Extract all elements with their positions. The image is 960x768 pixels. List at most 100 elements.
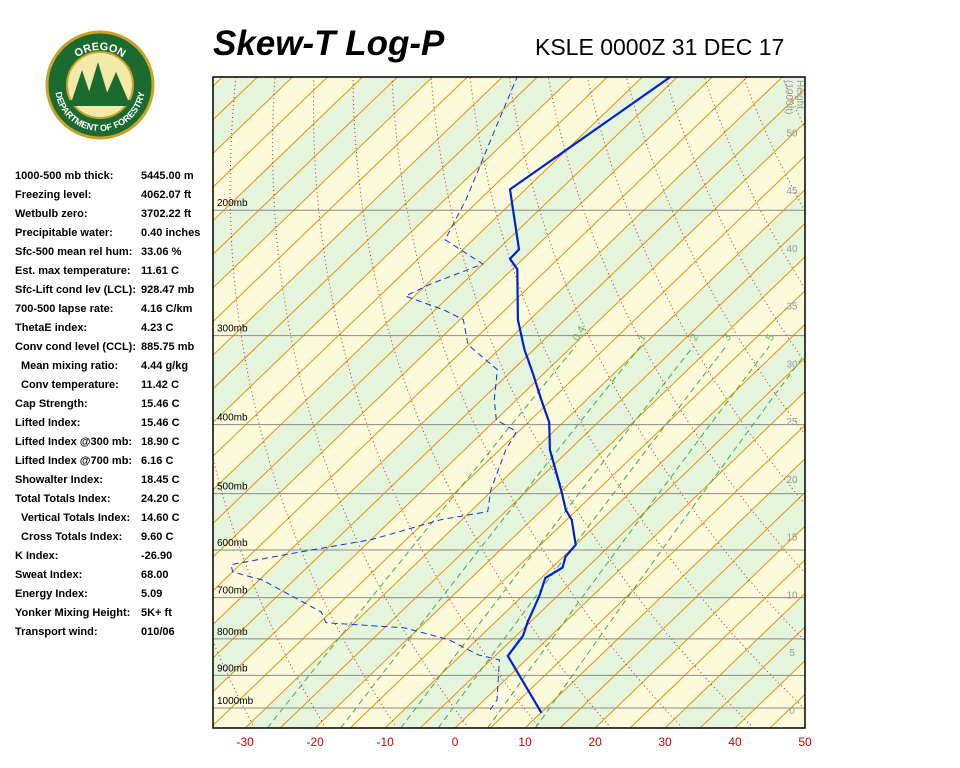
index-value: 24.20 C xyxy=(141,493,180,505)
isotherm xyxy=(213,77,363,222)
index-value: 11.61 C xyxy=(141,265,179,277)
isotherm xyxy=(559,491,805,728)
index-label: 700-500 lapse rate: xyxy=(15,303,113,315)
index-value: 0.40 inches xyxy=(141,227,200,239)
index-value: 11.42 C xyxy=(141,379,179,391)
isotherm xyxy=(213,77,328,188)
isotherm xyxy=(213,121,805,693)
plot-area: 0.4 1 2 3 5 8 xyxy=(0,77,960,728)
dry-adiabat xyxy=(229,77,398,728)
mixing-ratio-label: 2 xyxy=(688,332,701,343)
mixing-ratio-line xyxy=(400,345,695,728)
index-value: 68.00 xyxy=(141,569,169,581)
y-tick-label: 300mb xyxy=(217,324,248,335)
isotherm xyxy=(384,323,805,728)
isotherm xyxy=(454,390,805,728)
index-label: 1000-500 mb thick: xyxy=(15,170,113,182)
index-label: Conv temperature: xyxy=(21,379,119,391)
index-label: ThetaE index: xyxy=(15,322,87,334)
logo-top-text: OREGON xyxy=(72,41,127,60)
x-tick-label: 30 xyxy=(658,735,672,749)
index-label: Vertical Totals Index: xyxy=(21,512,130,524)
chart-title: Skew-T Log-P xyxy=(213,24,445,63)
index-value: 15.46 C xyxy=(141,398,180,410)
isotherm xyxy=(213,77,503,356)
isotherm xyxy=(213,77,608,457)
temperature-line xyxy=(506,77,671,714)
isotherm xyxy=(213,77,538,390)
isotherm xyxy=(664,592,805,728)
index-label: Freezing level: xyxy=(15,189,91,201)
index-label: Sweat Index: xyxy=(15,569,82,581)
index-label: Energy Index: xyxy=(15,588,88,600)
height-tick-label: 40 xyxy=(786,244,798,255)
x-tick-label: 10 xyxy=(518,735,532,749)
index-label: Sfc-500 mean rel hum: xyxy=(15,246,132,258)
mixing-ratio-line xyxy=(535,353,805,728)
index-value: 5K+ ft xyxy=(141,607,172,619)
isotherm xyxy=(213,77,713,558)
y-tick-label: 900mb xyxy=(217,663,248,674)
index-value: 4.16 C/km xyxy=(141,303,193,315)
index-label: Lifted Index @300 mb: xyxy=(15,436,132,448)
logo-top: OREGON xyxy=(72,41,127,60)
index-label: Conv cond level (CCL): xyxy=(15,341,136,353)
y-tick-label: 600mb xyxy=(217,538,248,549)
index-label: Lifted Index @700 mb: xyxy=(15,455,132,467)
dry-adiabat xyxy=(625,77,805,435)
height-axis-label: (1000ft) xyxy=(783,80,794,114)
index-value: 33.06 % xyxy=(141,246,182,258)
mixing-ratio-label: 5 xyxy=(764,332,777,343)
dry-adiabat xyxy=(822,77,960,728)
index-value: 15.46 C xyxy=(141,417,180,429)
dewpoint-line xyxy=(230,77,518,711)
x-tick-label: -20 xyxy=(306,735,324,749)
x-tick-label: 50 xyxy=(798,735,812,749)
x-tick-label: 0 xyxy=(452,735,459,749)
x-tick-label: -10 xyxy=(376,735,394,749)
dry-adiabat xyxy=(782,77,805,130)
y-tick-label: 1000mb xyxy=(217,696,254,707)
isotherm xyxy=(349,289,805,728)
index-label: Total Totals Index: xyxy=(15,493,111,505)
mixing-ratio-line xyxy=(487,345,770,728)
index-label: Wetbulb zero: xyxy=(15,208,88,220)
isotherm-band xyxy=(213,122,805,728)
index-label: Mean mixing ratio: xyxy=(21,360,118,372)
isotherm xyxy=(0,77,13,728)
index-value: 18.45 C xyxy=(141,474,180,486)
y-tick-label: 800mb xyxy=(217,627,248,638)
index-value: 928.47 mb xyxy=(141,284,194,296)
height-tick-label: 25 xyxy=(786,417,798,428)
index-value: 4.23 C xyxy=(141,322,173,334)
isotherm xyxy=(419,357,805,728)
index-label: Transport wind: xyxy=(15,626,98,638)
index-value: 6.16 C xyxy=(141,455,173,467)
isotherm xyxy=(594,525,805,728)
isotherm xyxy=(244,189,805,728)
mixing-ratio-line xyxy=(267,345,577,728)
isotherm xyxy=(489,424,805,728)
isotherm xyxy=(213,77,678,525)
index-label: Precipitable water: xyxy=(15,227,113,239)
height-tick-label: 5 xyxy=(789,648,795,659)
height-tick-label: 35 xyxy=(786,302,798,313)
isotherm xyxy=(213,77,573,424)
isotherm xyxy=(213,77,643,491)
isotherm xyxy=(213,155,805,727)
x-tick-label: 20 xyxy=(588,735,602,749)
isotherm xyxy=(524,458,805,728)
index-value: 14.60 C xyxy=(141,512,180,524)
index-value: 4.44 g/kg xyxy=(141,360,188,372)
index-label: Lifted Index: xyxy=(15,417,80,429)
index-value: 18.90 C xyxy=(141,436,180,448)
isotherm xyxy=(213,77,468,323)
index-label: Cross Totals Index: xyxy=(21,531,122,543)
index-label: Est. max temperature: xyxy=(15,265,131,277)
isotherm xyxy=(629,559,805,728)
index-value: 885.75 mb xyxy=(141,341,194,353)
index-value: 9.60 C xyxy=(141,531,173,543)
x-tick-label: -30 xyxy=(237,735,255,749)
index-label: Sfc-Lift cond lev (LCL): xyxy=(15,284,136,296)
